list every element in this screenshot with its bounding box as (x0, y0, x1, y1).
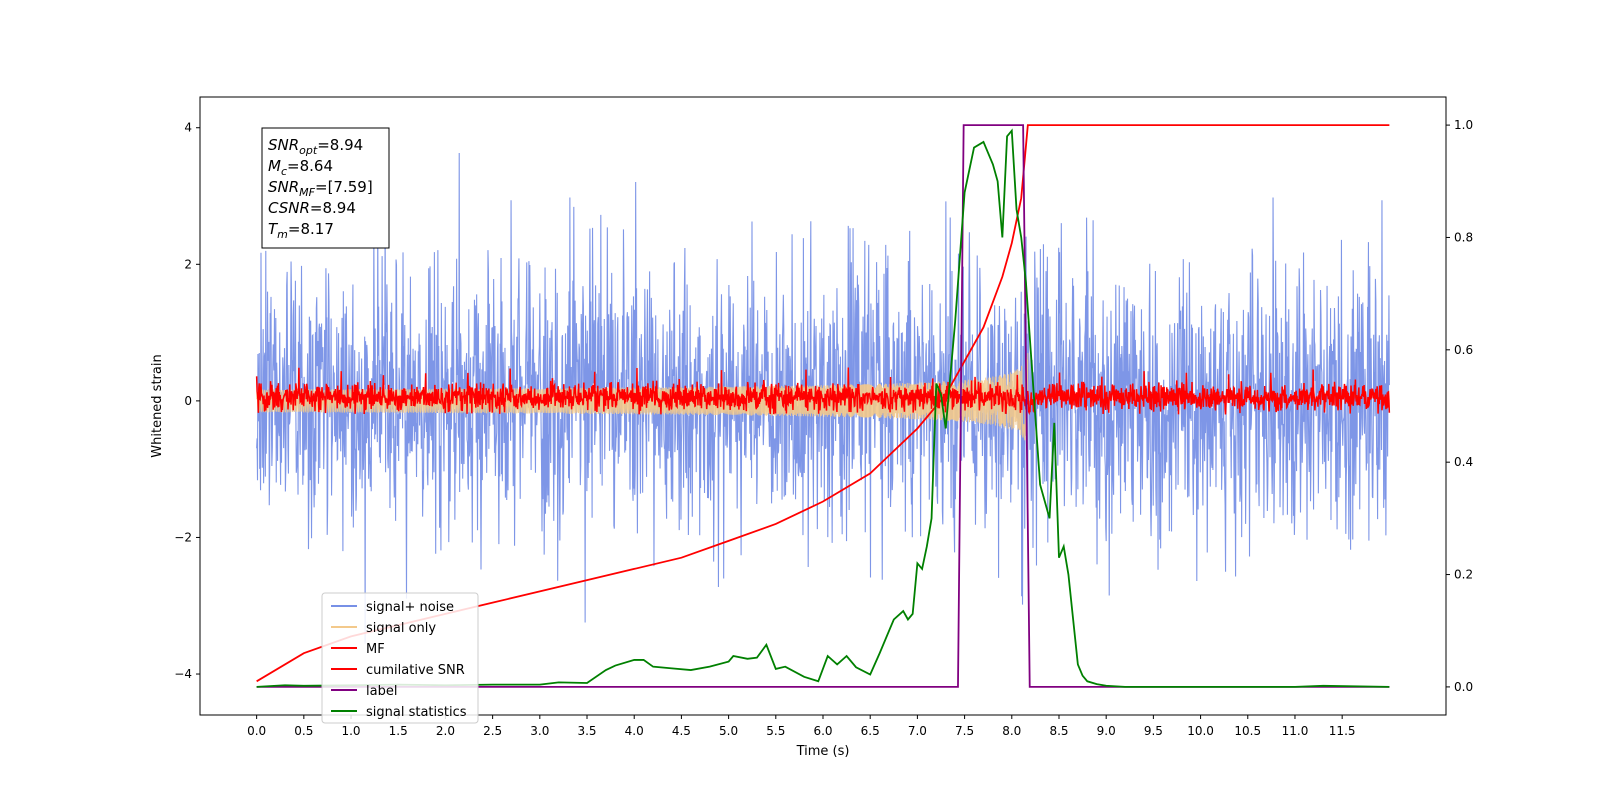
annotation-line: SNRopt=8.94 (268, 136, 363, 157)
x-tick-label: 10.5 (1234, 724, 1261, 738)
y-axis-right: 1.0 0.8 0.6 0.4 0.2 0.0 (1446, 118, 1473, 694)
x-tick-label: 7.5 (955, 724, 974, 738)
y-left-tick-label: 4 (184, 121, 192, 135)
x-tick-label: 4.0 (625, 724, 644, 738)
y-left-tick-label: 0 (184, 394, 192, 408)
x-tick-label: 1.0 (341, 724, 360, 738)
x-tick-label: 11.5 (1329, 724, 1356, 738)
x-tick-label: 4.5 (672, 724, 691, 738)
legend-label: cumilative SNR (366, 663, 465, 678)
legend: signal+ noise signal only MF cumilative SNR… (321, 592, 479, 724)
legend-label: signal+ noise (366, 600, 454, 615)
x-tick-label: 8.0 (1002, 724, 1021, 738)
x-tick-label: 8.5 (1049, 724, 1068, 738)
x-tick-label: 0.5 (294, 724, 313, 738)
x-tick-label: 3.0 (530, 724, 549, 738)
x-tick-label: 3.5 (577, 724, 596, 738)
annotation-line: Mc=8.64 (268, 157, 333, 178)
legend-label: signal only (366, 621, 436, 636)
y-right-tick-label: 0.0 (1454, 680, 1473, 694)
y-right-tick-label: 0.4 (1454, 455, 1473, 469)
x-axis: 0.0 0.5 1.0 1.5 2.0 2.5 3.0 3.5 4.0 4.5 5.0 5.5 6.0 6… (247, 715, 1356, 738)
annotation-line: CSNR=8.94 (268, 199, 356, 217)
x-tick-label: 9.5 (1144, 724, 1163, 738)
x-axis-label: Time (s) (796, 744, 850, 759)
mf-series (255, 367, 1391, 416)
y-right-tick-label: 0.2 (1454, 568, 1473, 582)
y-right-tick-label: 0.8 (1454, 230, 1473, 244)
y-left-tick-label: 2 (184, 257, 192, 271)
x-tick-label: 5.0 (719, 724, 738, 738)
x-tick-label: 6.5 (861, 724, 880, 738)
y-right-tick-label: 1.0 (1454, 118, 1473, 132)
x-tick-label: 1.5 (389, 724, 408, 738)
x-tick-label: 2.5 (483, 724, 502, 738)
x-tick-label: 2.0 (436, 724, 455, 738)
annotation-line: Tm=8.17 (268, 220, 334, 241)
mf-line (255, 367, 1391, 416)
legend-label: label (366, 684, 397, 699)
label-line (256, 124, 1390, 688)
y-axis-label: Whitened strain (150, 354, 165, 457)
y-left-tick-label: −4 (174, 667, 192, 681)
legend-label: signal statistics (366, 705, 467, 720)
y-left-tick-label: −2 (174, 530, 192, 544)
x-tick-label: 5.5 (766, 724, 785, 738)
x-tick-label: 6.0 (813, 724, 832, 738)
y-axis-left: 4 2 0 −2 −4 (174, 121, 200, 681)
x-tick-label: 11.0 (1282, 724, 1309, 738)
legend-label: MF (366, 642, 385, 657)
annotation-line: SNRMF=[7.59] (268, 178, 373, 199)
signal-statistics-line (256, 128, 1390, 688)
x-tick-label: 7.0 (908, 724, 927, 738)
y-right-tick-label: 0.6 (1454, 343, 1473, 357)
x-tick-label: 9.0 (1097, 724, 1116, 738)
x-tick-label: 0.0 (247, 724, 266, 738)
x-tick-label: 10.0 (1187, 724, 1214, 738)
